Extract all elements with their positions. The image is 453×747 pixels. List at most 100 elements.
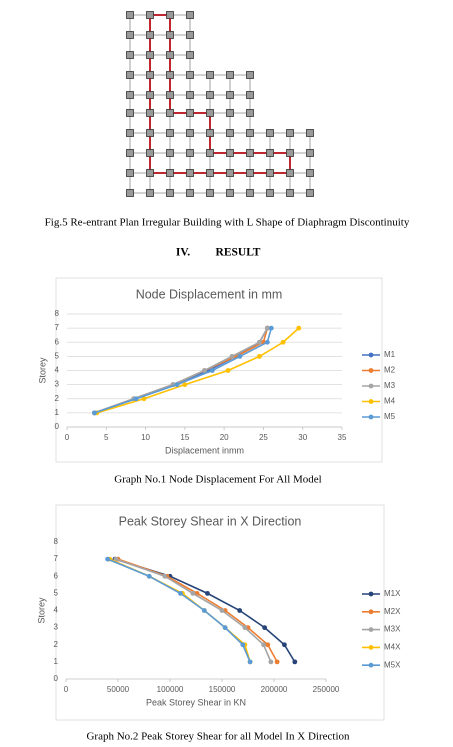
column-node [266, 149, 274, 157]
legend-marker [368, 662, 374, 668]
column-node [206, 71, 214, 79]
column-node [186, 11, 194, 19]
chart-frame [55, 504, 385, 721]
column-node [126, 169, 134, 177]
column-node [266, 189, 274, 197]
x-axis-label: Peak Storey Shear in KN [146, 697, 246, 707]
legend-marker [368, 645, 374, 650]
series-point [242, 625, 248, 631]
series-point [225, 368, 231, 373]
x-tick-label: 200000 [261, 685, 288, 694]
series-point [292, 659, 298, 665]
figure-caption: Fig.5 Re-entrant Plan Irregular Building… [45, 217, 410, 229]
legend-marker [368, 627, 374, 632]
legend-marker [368, 399, 374, 404]
column-node [286, 129, 294, 137]
y-tick-label: 1 [54, 657, 59, 666]
x-tick-label: 25 [259, 433, 268, 442]
series-point [209, 368, 215, 373]
column-node [166, 129, 174, 137]
x-tick-label: 0 [65, 433, 70, 442]
y-tick-label: 4 [55, 366, 60, 375]
series-point [282, 642, 287, 648]
legend-marker [368, 414, 374, 420]
column-node [266, 169, 274, 177]
column-node [206, 149, 214, 157]
column-node [246, 91, 254, 99]
column-node [286, 189, 294, 197]
column-node [286, 169, 294, 177]
legend-label: M3 [384, 381, 396, 390]
y-tick-label: 5 [55, 351, 60, 360]
x-tick-label: 10 [141, 433, 150, 442]
y-tick-label: 3 [55, 380, 60, 389]
legend-marker [368, 609, 374, 615]
y-tick-label: 7 [55, 323, 60, 332]
chart: Peak Storey Shear in X Direction 0 1 2 3 4 5 6 7… [36, 504, 401, 721]
column-node [226, 91, 234, 99]
series-point [240, 642, 246, 648]
y-tick-label: 0 [55, 422, 60, 431]
series-point [133, 396, 139, 402]
y-tick-label: 2 [55, 394, 60, 403]
column-node [246, 71, 254, 79]
legend-label: M4X [384, 643, 401, 652]
column-node [226, 189, 234, 197]
legend-marker [368, 352, 374, 358]
column-node [126, 129, 134, 137]
chart-caption: Graph No.2 Peak Storey Shear for all Mod… [86, 731, 350, 743]
column-node [226, 149, 234, 157]
series-point [222, 625, 228, 631]
y-tick-label: 7 [54, 554, 59, 563]
legend-label: M2 [384, 366, 396, 375]
column-node [246, 189, 254, 197]
column-node [246, 109, 254, 117]
series-point [205, 590, 210, 596]
column-node [126, 91, 134, 99]
series-point [105, 556, 110, 562]
y-tick-label: 6 [55, 337, 60, 346]
column-node [166, 11, 174, 19]
x-tick-label: 20 [220, 433, 229, 442]
legend-marker [368, 368, 374, 373]
column-node [166, 71, 174, 79]
column-node [166, 149, 174, 157]
column-node [186, 189, 194, 197]
column-node [146, 149, 154, 157]
series-point [229, 353, 235, 359]
x-tick-label: 50000 [107, 685, 130, 694]
series-point [247, 659, 253, 665]
column-node [286, 149, 294, 157]
series-point [141, 396, 147, 402]
series-point [262, 625, 268, 631]
chart-title: Peak Storey Shear in X Direction [119, 514, 302, 528]
y-tick-label: 8 [55, 309, 60, 318]
y-tick-label: 4 [54, 606, 59, 615]
series-point [178, 590, 183, 596]
column-node [126, 51, 134, 59]
column-node [166, 189, 174, 197]
column-node [186, 31, 194, 39]
column-node [186, 51, 194, 59]
column-node [146, 189, 154, 197]
x-tick-label: 35 [338, 433, 347, 442]
column-node [206, 189, 214, 197]
column-node [186, 129, 194, 137]
column-node [126, 109, 134, 117]
series-point [202, 368, 207, 373]
series-point [265, 642, 271, 648]
series-point [257, 339, 262, 345]
column-node [146, 71, 154, 79]
x-tick-label: 0 [64, 685, 69, 694]
column-node [246, 129, 254, 137]
x-tick-label: 100000 [157, 685, 184, 694]
y-axis-label: Storey [36, 597, 46, 624]
series-point [268, 325, 274, 331]
series-point [261, 642, 266, 648]
column-node [166, 91, 174, 99]
legend-label: M5 [384, 412, 396, 421]
series-point [237, 608, 243, 613]
y-tick-label: 5 [54, 588, 59, 597]
column-node [146, 169, 154, 177]
